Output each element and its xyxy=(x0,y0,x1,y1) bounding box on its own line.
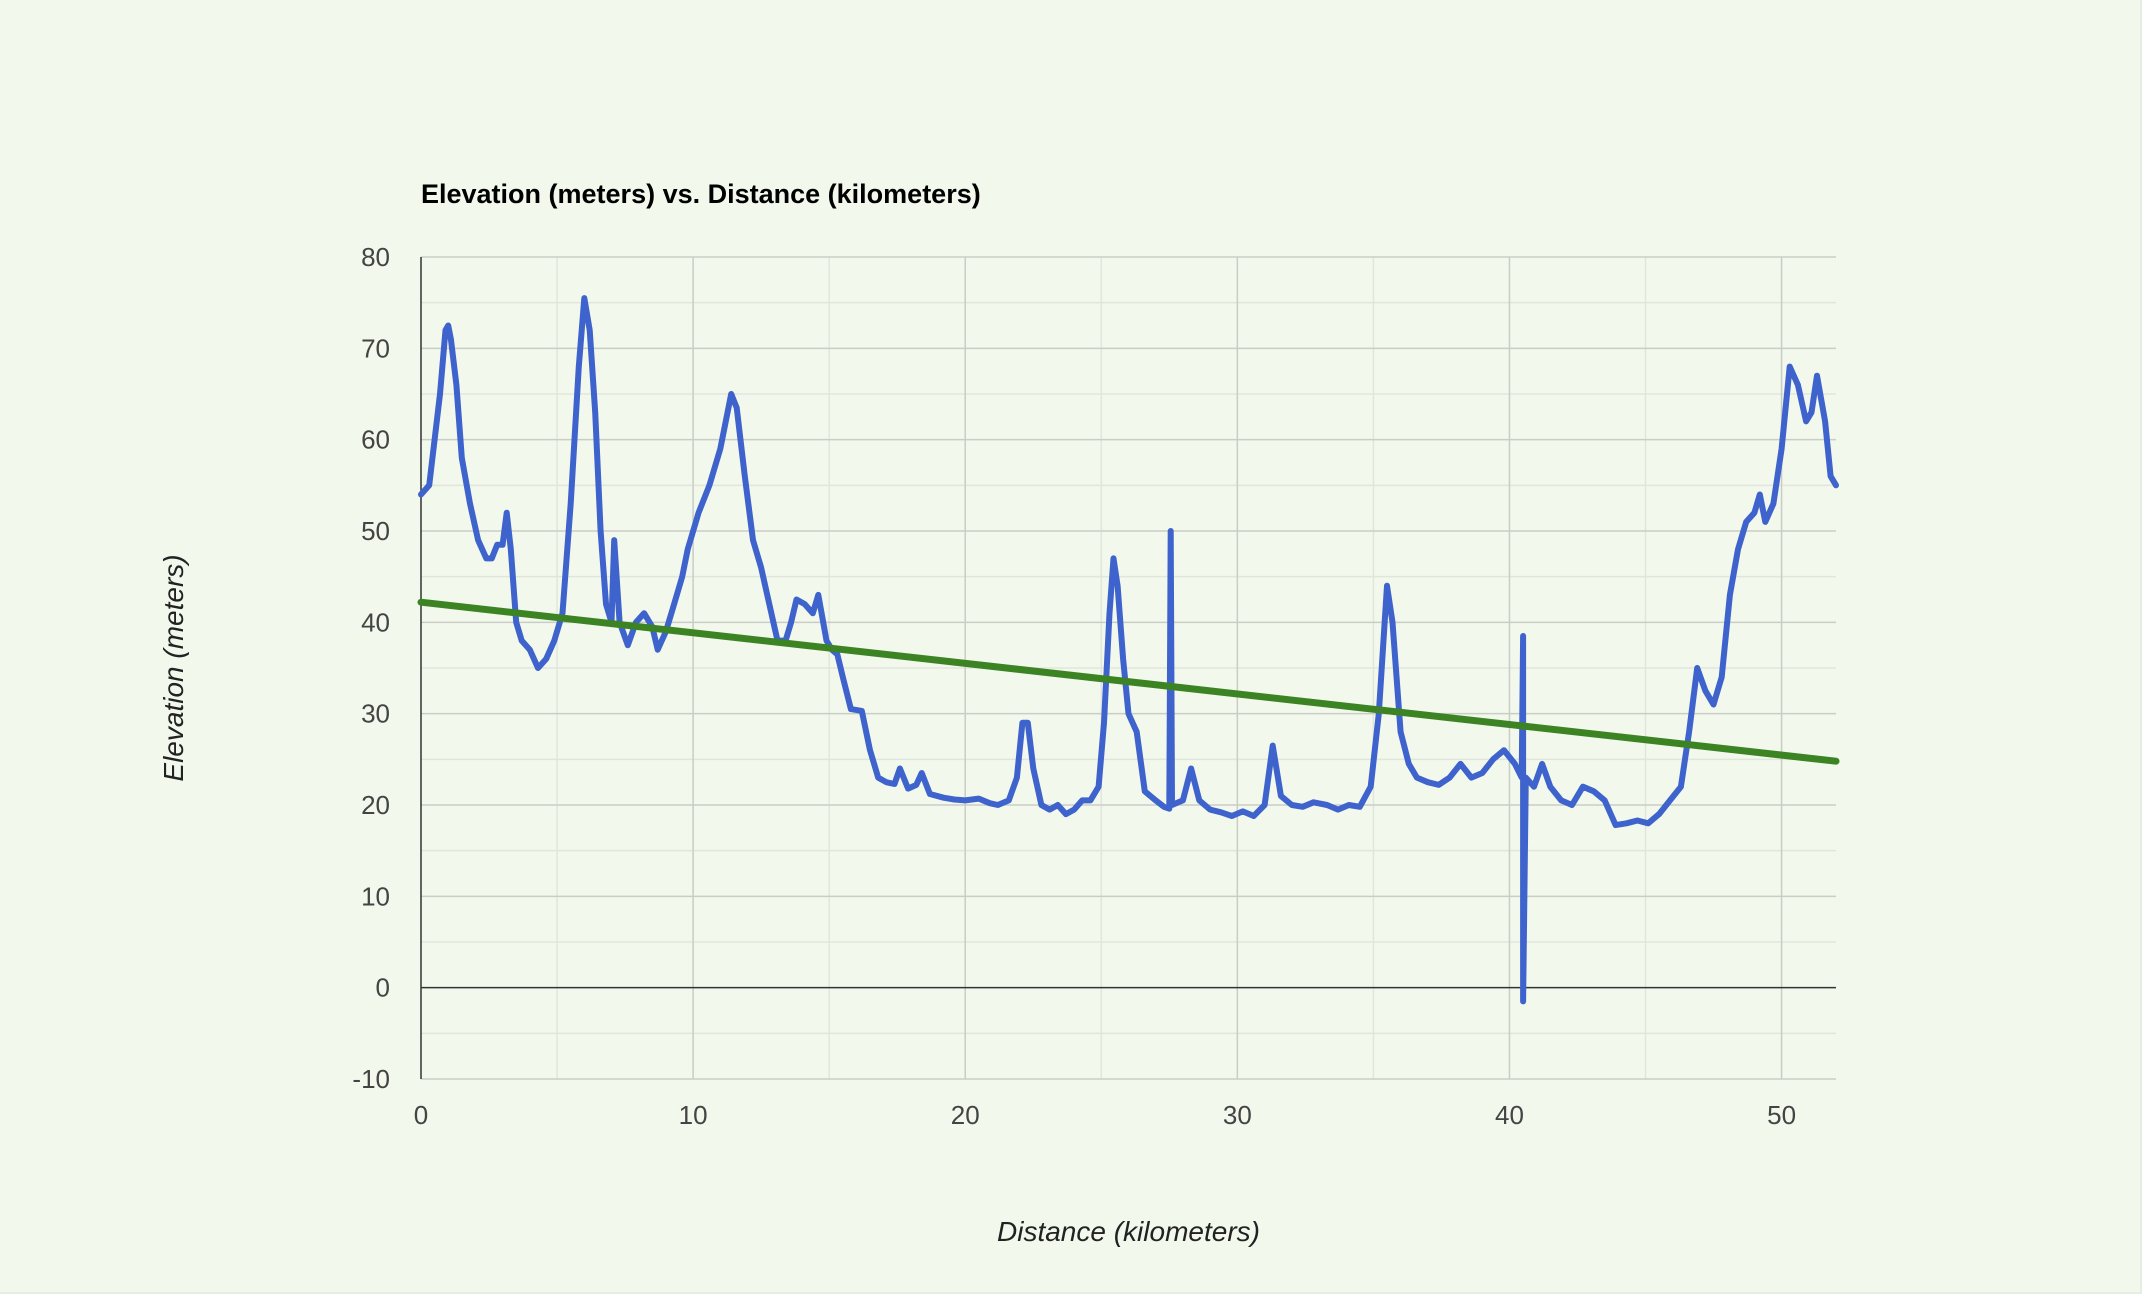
x-tick-label: 0 xyxy=(414,1100,428,1130)
y-tick-label: -10 xyxy=(352,1064,390,1094)
y-tick-label: 60 xyxy=(361,425,390,455)
y-tick-label: 30 xyxy=(361,699,390,729)
x-axis-title: Distance (kilometers) xyxy=(997,1216,1260,1247)
major-gridlines xyxy=(421,256,1836,1080)
y-tick-label: 50 xyxy=(361,516,390,546)
y-tick-label: 0 xyxy=(376,973,390,1003)
x-tick-label: 30 xyxy=(1223,1100,1252,1130)
y-tick-label: 40 xyxy=(361,607,390,637)
series-layer xyxy=(417,295,1840,1005)
elevation-line xyxy=(418,295,1839,1005)
trend-line xyxy=(417,598,1840,765)
y-tick-label: 70 xyxy=(361,333,390,363)
x-tick-label: 20 xyxy=(951,1100,980,1130)
x-tick-label: 50 xyxy=(1767,1100,1796,1130)
chart-title: Elevation (meters) vs. Distance (kilomet… xyxy=(421,179,981,209)
y-tick-label: 10 xyxy=(361,881,390,911)
y-axis-title: Elevation (meters) xyxy=(158,554,189,781)
y-tick-label: 80 xyxy=(361,242,390,272)
y-tick-label: 20 xyxy=(361,790,390,820)
y-tick-labels: -10 0 10 20 30 40 50 60 70 80 xyxy=(352,242,390,1094)
x-tick-label: 10 xyxy=(679,1100,708,1130)
x-tick-labels: 0 10 20 30 40 50 xyxy=(414,1100,1796,1130)
axes xyxy=(420,257,1836,1079)
minor-gridlines xyxy=(421,257,1836,1079)
x-tick-label: 40 xyxy=(1495,1100,1524,1130)
